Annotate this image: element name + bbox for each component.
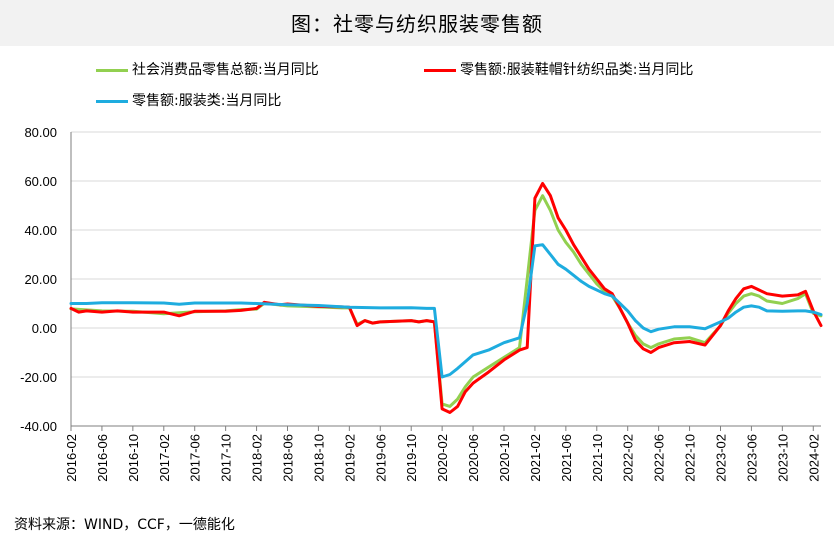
x-tick-label: 2019-06 [373,434,388,482]
series-line-1 [69,181,823,414]
legend-swatch-retail-total [96,68,128,72]
x-tick-label: 2017-02 [157,434,172,482]
x-tick-label: 2018-10 [311,434,326,482]
y-tick-label: 20.00 [24,272,57,287]
x-tick-label: 2017-06 [188,434,203,482]
x-tick-label: 2016-02 [64,434,79,482]
legend-item-apparel: 零售额:服装类:当月同比 [96,92,281,110]
x-tick-label: 2022-06 [652,434,667,482]
y-tick-label: -40.00 [20,419,57,434]
x-tick-label: 2021-02 [528,434,543,482]
x-tick-label: 2022-10 [683,434,698,482]
x-tick-label: 2024-02 [806,434,821,482]
x-tick-label: 2021-10 [590,434,605,482]
x-tick-label: 2020-02 [435,434,450,482]
x-tick-label: 2016-06 [95,434,110,482]
legend-swatch-textile [424,68,456,72]
x-tick-label: 2023-10 [775,434,790,482]
x-tick-label: 2020-10 [497,434,512,482]
y-tick-label: 60.00 [24,174,57,189]
x-tick-label: 2019-10 [404,434,419,482]
title-bar [0,0,834,46]
legend-item-retail-total: 社会消费品零售总额:当月同比 [96,61,319,79]
y-tick-label: 40.00 [24,223,57,238]
y-tick-label: 0.00 [32,321,57,336]
series-line-2 [69,243,823,379]
chart-title: 图：社零与纺织服装零售额 [291,12,543,36]
x-tick-label: 2016-10 [126,434,141,482]
source-note: 资料来源：WIND，CCF，一德能化 [14,517,235,533]
legend-label-retail-total: 社会消费品零售总额:当月同比 [132,62,319,78]
legend-swatch-apparel [96,99,128,103]
x-tick-label: 2018-06 [280,434,295,482]
x-tick-label: 2018-02 [250,434,265,482]
legend-label-textile: 零售额:服装鞋帽针纺织品类:当月同比 [460,62,694,78]
x-tick-label: 2017-10 [219,434,234,482]
x-tick-label: 2023-02 [713,434,728,482]
x-tick-label: 2022-02 [621,434,636,482]
x-tick-label: 2023-06 [744,434,759,482]
y-tick-label: 80.00 [24,125,57,140]
legend-item-textile: 零售额:服装鞋帽针纺织品类:当月同比 [424,61,693,79]
x-tick-label: 2021-06 [559,434,574,482]
legend-label-apparel: 零售额:服装类:当月同比 [132,93,282,109]
y-tick-label: -20.00 [20,370,57,385]
x-tick-label: 2020-06 [466,434,481,482]
x-tick-label: 2019-02 [342,434,357,482]
